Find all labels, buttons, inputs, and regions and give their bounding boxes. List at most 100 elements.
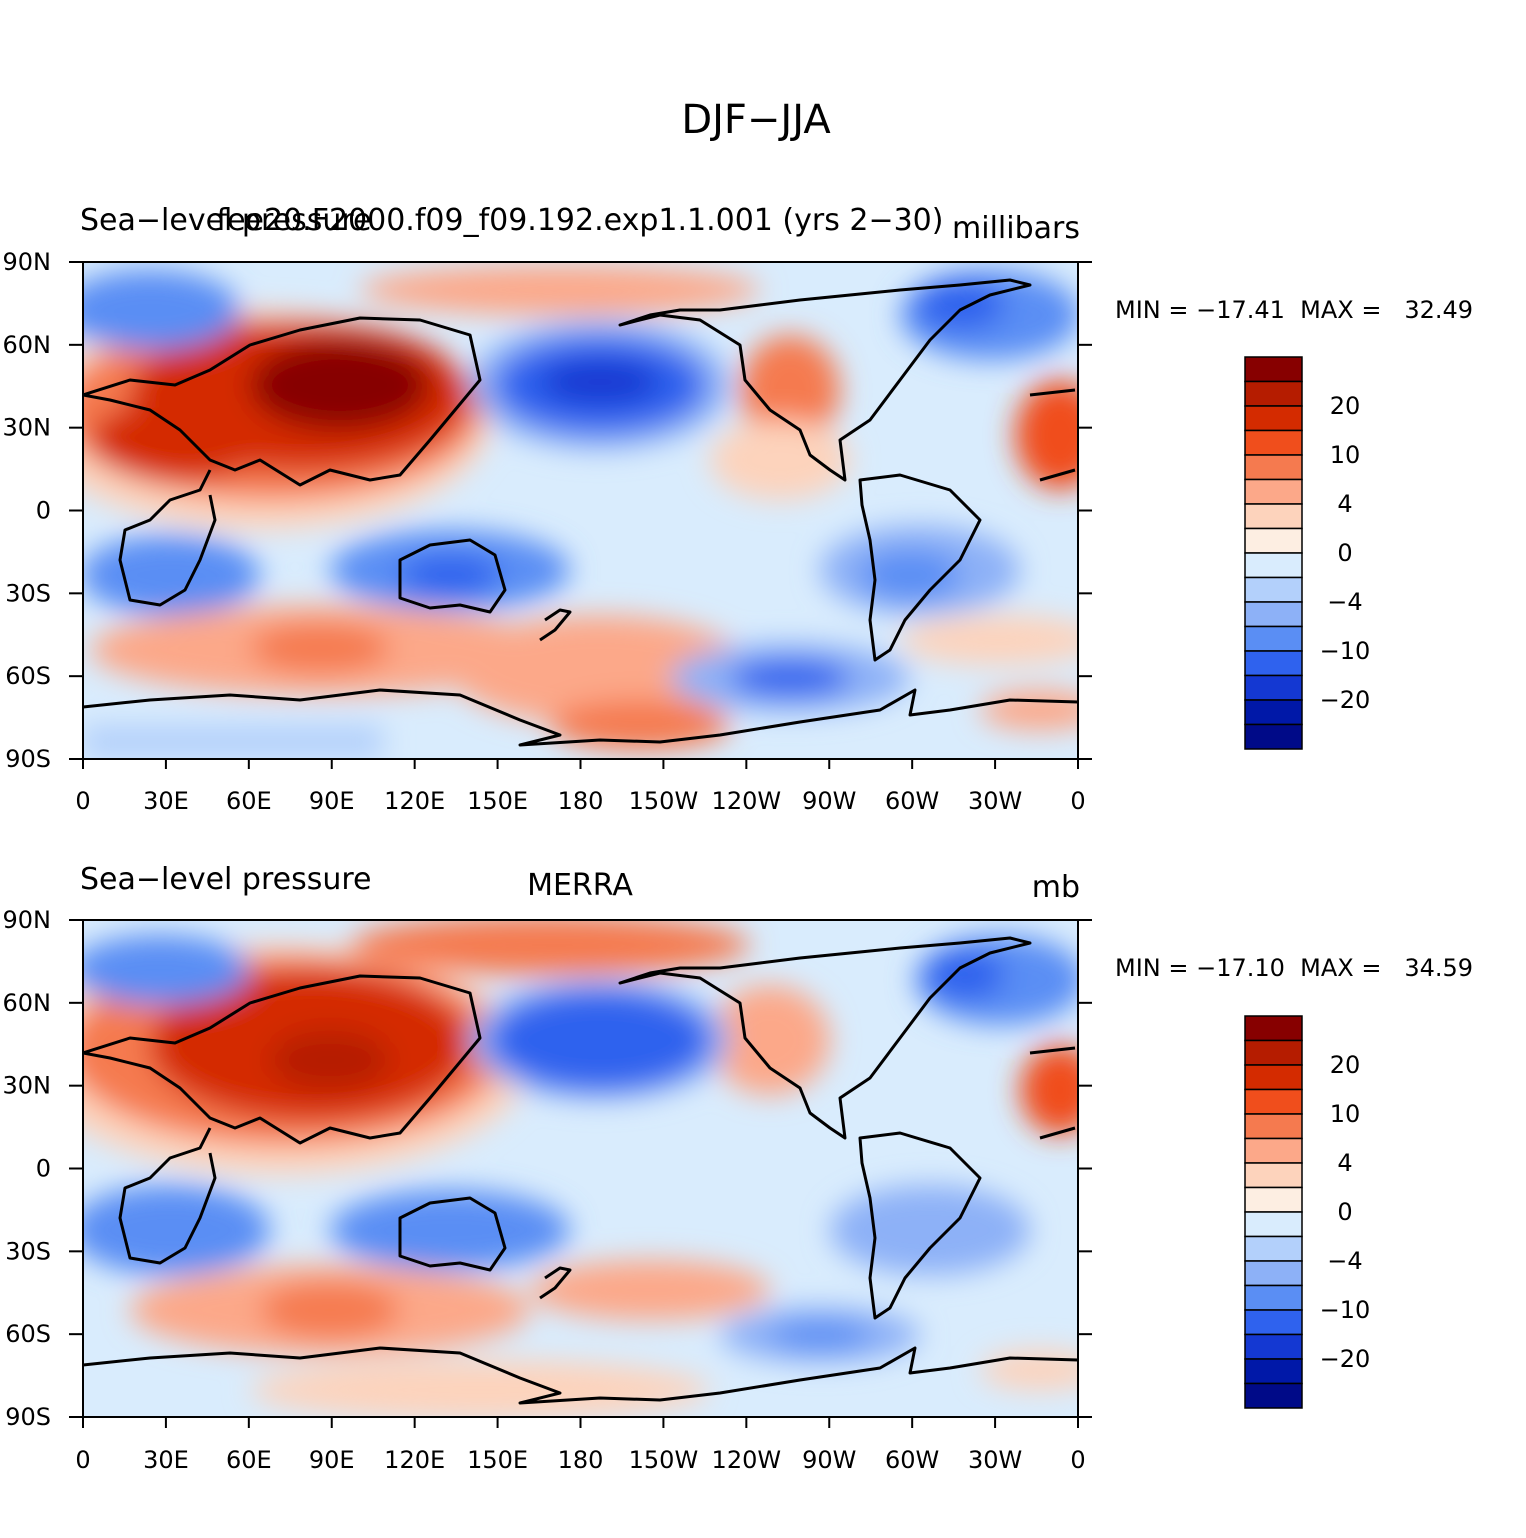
x-tick-label: 60E [226,1446,272,1474]
x-tick-label: 0 [75,1446,90,1474]
colorbar-label: −10 [1320,1296,1371,1324]
x-tick-label: 120W [712,1446,782,1474]
y-tick-label: 90S [5,1403,51,1431]
colorbar-swatch [1244,478,1303,505]
panel-left-label: Sea−level pressure [80,862,371,897]
y-tick-label: 0 [36,497,51,525]
x-tick-label: 150E [467,787,528,815]
x-axis: 0 30E 60E 90E 120E 150E 180 150W 120W 90W 60W 30W 0 [75,759,1086,815]
x-tick-label: 90E [309,1446,355,1474]
colorbar-label: −20 [1320,1345,1371,1373]
colorbar-swatch [1244,356,1303,383]
panel-model: Sea−level pressure fee20.F2000.f09_f09.1… [3,203,1474,815]
colorbar-swatch [1244,1137,1303,1164]
x-tick-label: 30W [968,787,1022,815]
x-tick-label: 120E [384,787,445,815]
colorbar-label: −4 [1327,1247,1362,1275]
colorbar: 20 10 4 0 −4 −10 −20 [1244,356,1371,750]
x-tick-label: 0 [1070,787,1085,815]
figure-title: DJF−JJA [681,97,831,143]
colorbar-swatch [1244,576,1303,603]
colorbar-label: 10 [1330,441,1361,469]
colorbar-label: 4 [1337,1149,1352,1177]
colorbar-swatch [1244,454,1303,481]
colorbar-swatch [1244,1333,1303,1360]
y-tick-label: 90S [5,745,51,773]
colorbar-swatch [1244,601,1303,628]
panel-stats: MIN = −17.41 MAX = 32.49 [1115,296,1473,324]
x-tick-label: 150W [629,787,699,815]
x-tick-label: 30W [968,1446,1022,1474]
y-axis: 90N 60N 30N 0 30S 60S 90S [3,906,1092,1431]
x-tick-label: 120E [384,1446,445,1474]
colorbar-swatch [1244,1382,1303,1409]
colorbar: 20 10 4 0 −4 −10 −20 [1244,1015,1371,1409]
x-tick-label: 60E [226,787,272,815]
y-tick-label: 60N [3,989,52,1017]
colorbar-swatch [1244,674,1303,701]
colorbar-swatch [1244,1235,1303,1262]
colorbar-swatch [1244,1309,1303,1336]
y-tick-label: 60S [5,662,51,690]
x-tick-label: 150W [629,1446,699,1474]
x-tick-label: 90E [309,787,355,815]
colorbar-label: 4 [1337,490,1352,518]
map-contour-field [83,920,1078,1417]
colorbar-label: 10 [1330,1100,1361,1128]
y-tick-label: 0 [36,1155,51,1183]
colorbar-swatch [1244,527,1303,554]
colorbar-label: −20 [1320,686,1371,714]
x-tick-label: 0 [75,787,90,815]
colorbar-label: 0 [1337,539,1352,567]
y-tick-label: 30N [3,414,52,442]
colorbar-swatch [1244,650,1303,677]
x-tick-label: 180 [558,1446,604,1474]
colorbar-swatch [1244,699,1303,726]
panel-left-label: Sea−level pressure [80,203,371,238]
y-tick-label: 30N [3,1072,52,1100]
y-tick-label: 90N [3,248,52,276]
panel-units: millibars [952,211,1080,246]
colorbar-swatch [1244,1358,1303,1385]
x-tick-label: 60W [885,1446,939,1474]
colorbar-swatch [1244,625,1303,652]
x-axis: 0 30E 60E 90E 120E 150E 180 150W 120W 90W 60W 30W 0 [75,1418,1086,1474]
colorbar-swatch [1244,1039,1303,1066]
colorbar-swatch [1244,405,1303,432]
colorbar-label: 20 [1330,1051,1361,1079]
panel-center-label: fee20.F2000.f09_f09.192.exp1.1.001 (yrs … [217,203,944,238]
colorbar-swatch [1244,552,1303,579]
colorbar-swatch [1244,380,1303,407]
map-contour-field [83,262,1078,759]
x-tick-label: 120W [712,787,782,815]
x-tick-label: 90W [802,1446,856,1474]
colorbar-swatch [1244,1015,1303,1042]
y-tick-label: 60S [5,1320,51,1348]
colorbar-swatch [1244,1284,1303,1311]
colorbar-label: −4 [1327,588,1362,616]
colorbar-swatch [1244,1113,1303,1140]
panel-obs: Sea−level pressure MERRA mb MIN = −17.10… [3,862,1474,1474]
colorbar-swatch [1244,1064,1303,1091]
colorbar-label: 0 [1337,1198,1352,1226]
colorbar-swatch [1244,503,1303,530]
x-tick-label: 180 [558,787,604,815]
y-tick-label: 60N [3,331,52,359]
colorbar-label: 20 [1330,392,1361,420]
y-tick-label: 90N [3,906,52,934]
x-tick-label: 90W [802,787,856,815]
y-axis: 90N 60N 30N 0 30S 60S 90S [3,248,1092,773]
x-tick-label: 30E [143,1446,189,1474]
panel-center-label: MERRA [527,868,633,903]
y-tick-label: 30S [5,1237,51,1265]
colorbar-swatch [1244,1186,1303,1213]
x-tick-label: 150E [467,1446,528,1474]
x-tick-label: 0 [1070,1446,1085,1474]
colorbar-swatch [1244,1211,1303,1238]
colorbar-label: −10 [1320,637,1371,665]
x-tick-label: 60W [885,787,939,815]
colorbar-swatch [1244,1088,1303,1115]
colorbar-swatch [1244,723,1303,750]
panel-stats: MIN = −17.10 MAX = 34.59 [1115,954,1473,982]
